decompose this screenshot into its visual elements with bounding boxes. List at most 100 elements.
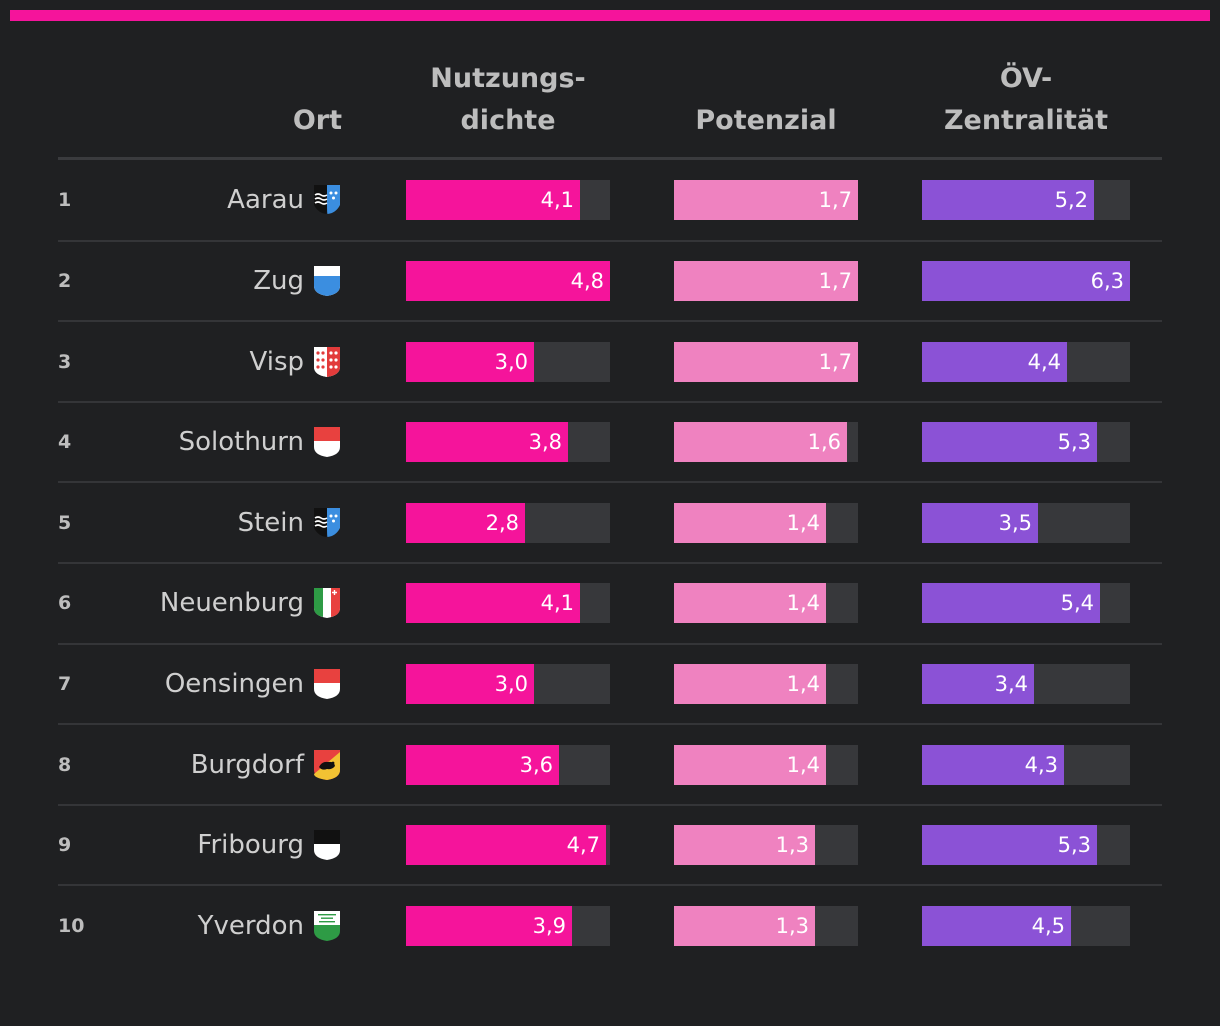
oev-bar-track: 5,3 xyxy=(922,422,1130,463)
nutzungsdichte-bar-track: 3,0 xyxy=(406,663,610,704)
nutzungsdichte-value-label: 3,9 xyxy=(532,913,566,938)
row-rank: 3 xyxy=(58,350,72,373)
potenzial-bar-track: 1,7 xyxy=(674,180,858,221)
nutzungsdichte-bar-track: 4,8 xyxy=(406,260,610,301)
oev-value-label: 3,4 xyxy=(994,671,1028,696)
row-rank: 4 xyxy=(58,431,72,454)
row-ort-name: Aarau xyxy=(227,185,304,216)
row-rank: 2 xyxy=(58,269,72,292)
nutzungsdichte-value-label: 4,1 xyxy=(540,188,574,213)
nutzungsdichte-value-label: 3,0 xyxy=(494,349,528,374)
oev-value-label: 5,4 xyxy=(1060,591,1094,616)
row-rank: 6 xyxy=(58,592,72,615)
header-divider xyxy=(58,157,1162,160)
oev-bar xyxy=(922,583,1100,624)
oev-bar-track: 5,4 xyxy=(922,583,1130,624)
potenzial-bar-track: 1,7 xyxy=(674,260,858,301)
oev-bar xyxy=(922,422,1097,463)
header-nutzungsdichte-line1: Nutzungs- xyxy=(430,63,586,94)
row-rank: 5 xyxy=(58,511,72,534)
header-nutzungsdichte: Nutzungs- dichte xyxy=(406,58,610,142)
row-ort-name: Neuenburg xyxy=(159,588,304,619)
potenzial-value-label: 1,4 xyxy=(786,510,820,535)
nutzungsdichte-bar xyxy=(406,260,610,301)
row-ort-name: Burgdorf xyxy=(190,749,304,780)
oev-bar-track: 3,5 xyxy=(922,502,1130,543)
oev-bar xyxy=(922,905,1071,946)
row-ort-name: Yverdon xyxy=(197,910,304,941)
crest-waadt-icon xyxy=(314,910,340,941)
potenzial-bar-track: 1,4 xyxy=(674,583,858,624)
nutzungsdichte-bar xyxy=(406,422,568,463)
potenzial-bar-track: 1,7 xyxy=(674,341,858,382)
potenzial-bar xyxy=(674,422,847,463)
nutzungsdichte-bar-track: 4,1 xyxy=(406,583,610,624)
oev-value-label: 5,3 xyxy=(1057,833,1091,858)
header-oev-line1: ÖV- xyxy=(999,63,1053,94)
row-divider xyxy=(58,723,1162,726)
oev-bar-track: 5,2 xyxy=(922,180,1130,221)
potenzial-bar xyxy=(674,744,826,785)
row-divider xyxy=(58,642,1162,645)
potenzial-bar-track: 1,4 xyxy=(674,744,858,785)
oev-value-label: 6,3 xyxy=(1090,268,1124,293)
potenzial-bar-track: 1,6 xyxy=(674,422,858,463)
nutzungsdichte-bar-track: 3,0 xyxy=(406,341,610,382)
row-divider xyxy=(58,803,1162,806)
row-ort-name: Solothurn xyxy=(178,427,304,458)
row-ort-name: Stein xyxy=(237,507,304,538)
oev-bar-track: 5,3 xyxy=(922,825,1130,866)
oev-bar xyxy=(922,260,1130,301)
nutzungsdichte-bar-track: 3,8 xyxy=(406,422,610,463)
oev-bar-track: 4,5 xyxy=(922,905,1130,946)
potenzial-bar xyxy=(674,502,826,543)
potenzial-bar xyxy=(674,905,815,946)
nutzungsdichte-bar xyxy=(406,583,580,624)
row-rank: 10 xyxy=(58,914,85,937)
nutzungsdichte-value-label: 4,1 xyxy=(540,591,574,616)
row-ort-name: Fribourg xyxy=(197,830,304,861)
potenzial-value-label: 1,7 xyxy=(818,188,852,213)
row-divider xyxy=(58,320,1162,323)
nutzungsdichte-value-label: 3,6 xyxy=(519,752,553,777)
nutzungsdichte-bar xyxy=(406,905,572,946)
oev-value-label: 4,3 xyxy=(1024,752,1058,777)
accent-top-bar xyxy=(10,10,1210,21)
oev-bar-track: 3,4 xyxy=(922,663,1130,704)
potenzial-value-label: 1,6 xyxy=(807,430,841,455)
oev-bar-track: 4,3 xyxy=(922,744,1130,785)
oev-value-label: 3,5 xyxy=(998,510,1032,535)
potenzial-value-label: 1,4 xyxy=(786,591,820,616)
nutzungsdichte-bar-track: 4,1 xyxy=(406,180,610,221)
potenzial-bar xyxy=(674,663,826,704)
potenzial-bar xyxy=(674,583,826,624)
nutzungsdichte-value-label: 4,8 xyxy=(570,268,604,293)
crest-fribourg-icon xyxy=(314,830,340,861)
row-ort-name: Oensingen xyxy=(164,668,304,699)
oev-value-label: 4,4 xyxy=(1027,349,1061,374)
row-rank: 8 xyxy=(58,753,72,776)
oev-bar xyxy=(922,341,1067,382)
nutzungsdichte-bar xyxy=(406,180,580,221)
header-ort-label: Ort xyxy=(292,105,342,136)
row-ort-name: Visp xyxy=(249,346,305,377)
row-divider xyxy=(58,481,1162,484)
row-divider xyxy=(58,400,1162,403)
header-potenzial-label: Potenzial xyxy=(695,105,837,136)
crest-bern-icon xyxy=(314,749,340,780)
row-ort-name: Zug xyxy=(253,265,304,296)
nutzungsdichte-bar xyxy=(406,744,559,785)
nutzungsdichte-bar-track: 2,8 xyxy=(406,502,610,543)
potenzial-value-label: 1,3 xyxy=(775,833,809,858)
row-divider xyxy=(58,884,1162,887)
potenzial-bar xyxy=(674,260,858,301)
oev-bar xyxy=(922,502,1038,543)
header-oev-zentralitaet: ÖV- Zentralität xyxy=(922,58,1130,142)
crest-neuenburg-icon xyxy=(314,588,340,619)
header-ort: Ort xyxy=(200,100,342,142)
crest-zug-icon xyxy=(314,265,340,296)
row-rank: 9 xyxy=(58,834,72,857)
header-potenzial: Potenzial xyxy=(664,100,868,142)
oev-bar-track: 6,3 xyxy=(922,260,1130,301)
crest-solothurn-icon xyxy=(314,668,340,699)
